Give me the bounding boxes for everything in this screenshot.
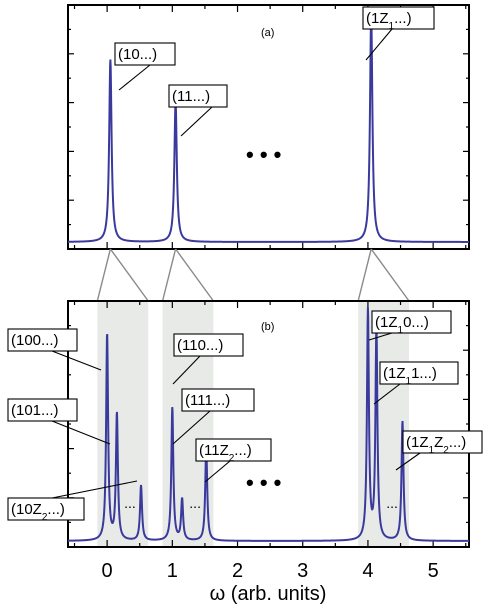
panel-a-ticks — [68, 5, 469, 249]
peak-label-text: (1Z11...) — [383, 365, 437, 387]
panel-a-spectrum-line — [68, 15, 469, 243]
panel-a-tag: (a) — [261, 27, 274, 39]
panel-b-spectrum-line — [68, 307, 469, 542]
panel-a-frame — [67, 4, 470, 250]
peak-label-text: (101...) — [11, 402, 59, 419]
peak-label: (10Z2...) — [7, 480, 138, 523]
peak-label-leader — [51, 420, 111, 445]
peak-label-text: (110...) — [177, 337, 223, 354]
peak-label-text: (111...) — [185, 392, 230, 409]
group-ellipsis: ... — [189, 495, 201, 511]
x-tick-label: 0 — [102, 560, 113, 582]
peak-label-box — [7, 398, 78, 422]
group-ellipsis: ... — [124, 495, 136, 511]
peak-label-text: (11...) — [172, 88, 210, 105]
peak-label: (1Z11...) — [373, 361, 459, 405]
peak-label-box — [114, 42, 176, 66]
peak-label: (101...) — [7, 398, 111, 445]
panel-b: (b) • • • ......... (100...) (101...) (10Z… — [7, 300, 483, 605]
peak-label-box — [371, 310, 452, 334]
panel-b-annotations: (100...) (101...) (10Z2...) (110...) (111...… — [7, 310, 483, 523]
peak-label: (1Z10...) — [368, 310, 452, 341]
peak-label: (10...) — [114, 42, 176, 91]
peak-label-leader — [368, 332, 393, 341]
x-tick-label: 4 — [362, 560, 373, 582]
peak-label: (1Z1...) — [362, 6, 435, 61]
peak-label-text: (10Z2...) — [11, 501, 65, 523]
peak-label-leader — [204, 460, 231, 483]
peak-label-leader — [395, 452, 421, 471]
peak-label: (1Z1Z2...) — [395, 430, 483, 471]
group-ellipses: ......... — [124, 495, 398, 511]
peak-label-box — [173, 333, 244, 357]
peak-label-box — [181, 388, 255, 412]
peak-label-leader — [180, 106, 213, 137]
peak-label-leader — [51, 350, 102, 371]
peak-label-leader — [51, 480, 138, 499]
peak-label: (100...) — [7, 328, 102, 371]
peak-label-text: (1Z1...) — [366, 10, 412, 32]
peak-label-leader — [365, 28, 393, 61]
peak-label-box — [7, 328, 78, 352]
peak-label-leader — [373, 383, 401, 405]
panel-connectors — [96, 248, 410, 302]
peak-label: (110...) — [172, 333, 244, 385]
peak-label-text: (11Z2...) — [199, 442, 252, 464]
peak-label: (111...) — [172, 388, 255, 445]
connector-line — [161, 248, 177, 302]
x-tick-label: 5 — [428, 560, 439, 582]
peak-label-box — [402, 430, 483, 454]
peak-label-leader — [172, 355, 201, 385]
panel-a: (a) • • • (10...) (11...) (1Z1...) — [67, 4, 470, 250]
panel-b-tag: (b) — [261, 321, 274, 333]
connector-line — [96, 248, 112, 302]
x-axis-label: ω (arb. units) — [210, 583, 327, 605]
peak-label-box — [7, 497, 85, 521]
connector-line — [370, 248, 410, 302]
peak-label: (11...) — [168, 84, 228, 137]
peak-label-leader — [172, 410, 211, 445]
connector-line — [357, 248, 372, 302]
x-tick-labels: 0 1 2 3 4 5 — [102, 560, 439, 582]
peak-label-box — [168, 84, 228, 108]
connector-line — [175, 248, 214, 302]
connector-line — [109, 248, 149, 302]
panel-a-ellipsis: • • • — [246, 142, 281, 167]
peak-group-bands — [97, 301, 410, 547]
peak-label-box — [379, 361, 459, 385]
peak-label-text: (1Z10...) — [375, 314, 429, 336]
peak-label-box — [362, 6, 435, 30]
group-ellipsis: ... — [386, 495, 398, 511]
peak-label-leader — [118, 64, 151, 91]
peak-label-text: (10...) — [118, 46, 157, 63]
x-tick-label: 2 — [232, 560, 243, 582]
x-tick-label: 3 — [297, 560, 308, 582]
peak-label-box — [195, 438, 272, 462]
peak-label: (11Z2...) — [195, 438, 272, 483]
peak-label-text: (1Z1Z2...) — [406, 434, 466, 456]
x-tick-label: 1 — [167, 560, 178, 582]
panel-b-ellipsis: • • • — [246, 470, 281, 495]
peak-label-text: (100...) — [11, 332, 59, 349]
panel-a-annotations: (10...) (11...) (1Z1...) — [114, 6, 435, 137]
